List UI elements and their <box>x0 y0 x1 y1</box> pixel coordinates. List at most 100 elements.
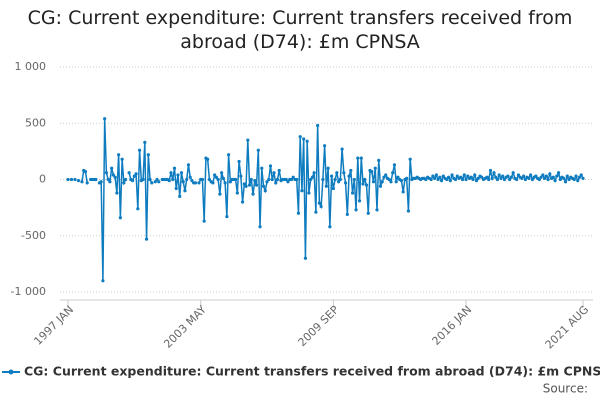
point <box>247 183 252 187</box>
point <box>579 173 583 177</box>
point <box>350 191 355 195</box>
point <box>529 173 533 177</box>
point <box>242 182 246 186</box>
point <box>523 177 527 182</box>
point <box>115 191 119 195</box>
point <box>235 191 239 195</box>
point <box>497 173 501 177</box>
point <box>516 173 521 177</box>
point <box>122 181 126 185</box>
point <box>103 117 107 121</box>
point <box>118 216 122 220</box>
point <box>542 176 547 180</box>
point <box>216 177 220 182</box>
series-line <box>128 142 153 240</box>
point <box>144 237 149 241</box>
point <box>480 175 484 179</box>
point <box>137 148 142 152</box>
point <box>225 215 229 219</box>
point <box>459 175 463 179</box>
point <box>171 177 175 182</box>
point <box>474 179 479 183</box>
point <box>169 171 173 175</box>
point <box>117 153 121 157</box>
point <box>380 180 384 184</box>
point <box>473 173 477 177</box>
point <box>501 174 505 178</box>
point <box>251 192 255 196</box>
point <box>111 173 115 177</box>
point <box>527 176 531 180</box>
x-tick-label: 2003 MAY <box>161 303 209 351</box>
point <box>387 177 391 182</box>
point <box>108 180 112 184</box>
point <box>256 148 260 152</box>
point <box>515 177 519 182</box>
point <box>574 174 578 178</box>
point <box>148 177 152 182</box>
point <box>193 181 198 185</box>
point <box>455 174 459 178</box>
point <box>296 211 301 215</box>
point <box>537 177 541 182</box>
point <box>253 179 257 183</box>
point <box>373 166 377 170</box>
y-tick-label: -1 000 <box>11 285 46 298</box>
point <box>312 171 316 175</box>
point <box>181 180 185 184</box>
point <box>544 174 548 178</box>
point <box>471 177 475 182</box>
point <box>534 174 538 178</box>
point <box>274 181 278 185</box>
point <box>113 175 117 179</box>
point <box>433 176 437 180</box>
point <box>548 172 552 176</box>
point <box>361 182 365 186</box>
point <box>541 173 545 177</box>
point <box>240 200 245 204</box>
point <box>408 157 412 161</box>
point <box>265 180 269 184</box>
point <box>104 171 109 175</box>
point <box>268 164 273 168</box>
point <box>494 175 498 179</box>
point <box>213 173 217 177</box>
point <box>572 177 576 182</box>
point <box>183 189 187 193</box>
y-tick-label: -500 <box>21 229 46 242</box>
point <box>300 189 304 193</box>
point <box>375 208 379 212</box>
point <box>446 175 451 179</box>
point <box>495 177 500 182</box>
point <box>197 181 201 185</box>
point <box>520 176 524 180</box>
point <box>439 179 444 183</box>
point <box>314 210 318 214</box>
point <box>357 199 362 203</box>
point <box>354 208 358 212</box>
point <box>174 186 178 191</box>
point <box>356 156 360 160</box>
point <box>522 174 526 178</box>
point <box>336 180 341 184</box>
point <box>330 174 334 178</box>
point <box>539 175 543 179</box>
point <box>556 171 561 175</box>
point <box>347 174 351 178</box>
point <box>487 177 491 182</box>
point <box>218 192 222 196</box>
x-tick-label: 2021 AUG <box>543 303 592 352</box>
point <box>485 175 489 179</box>
point <box>448 179 452 183</box>
point <box>237 159 241 164</box>
point <box>286 180 290 184</box>
point <box>441 174 445 178</box>
point <box>488 168 493 173</box>
point <box>399 179 404 183</box>
point <box>453 177 458 182</box>
point <box>157 180 161 184</box>
point <box>249 177 253 182</box>
point <box>143 140 147 144</box>
point <box>394 180 398 184</box>
